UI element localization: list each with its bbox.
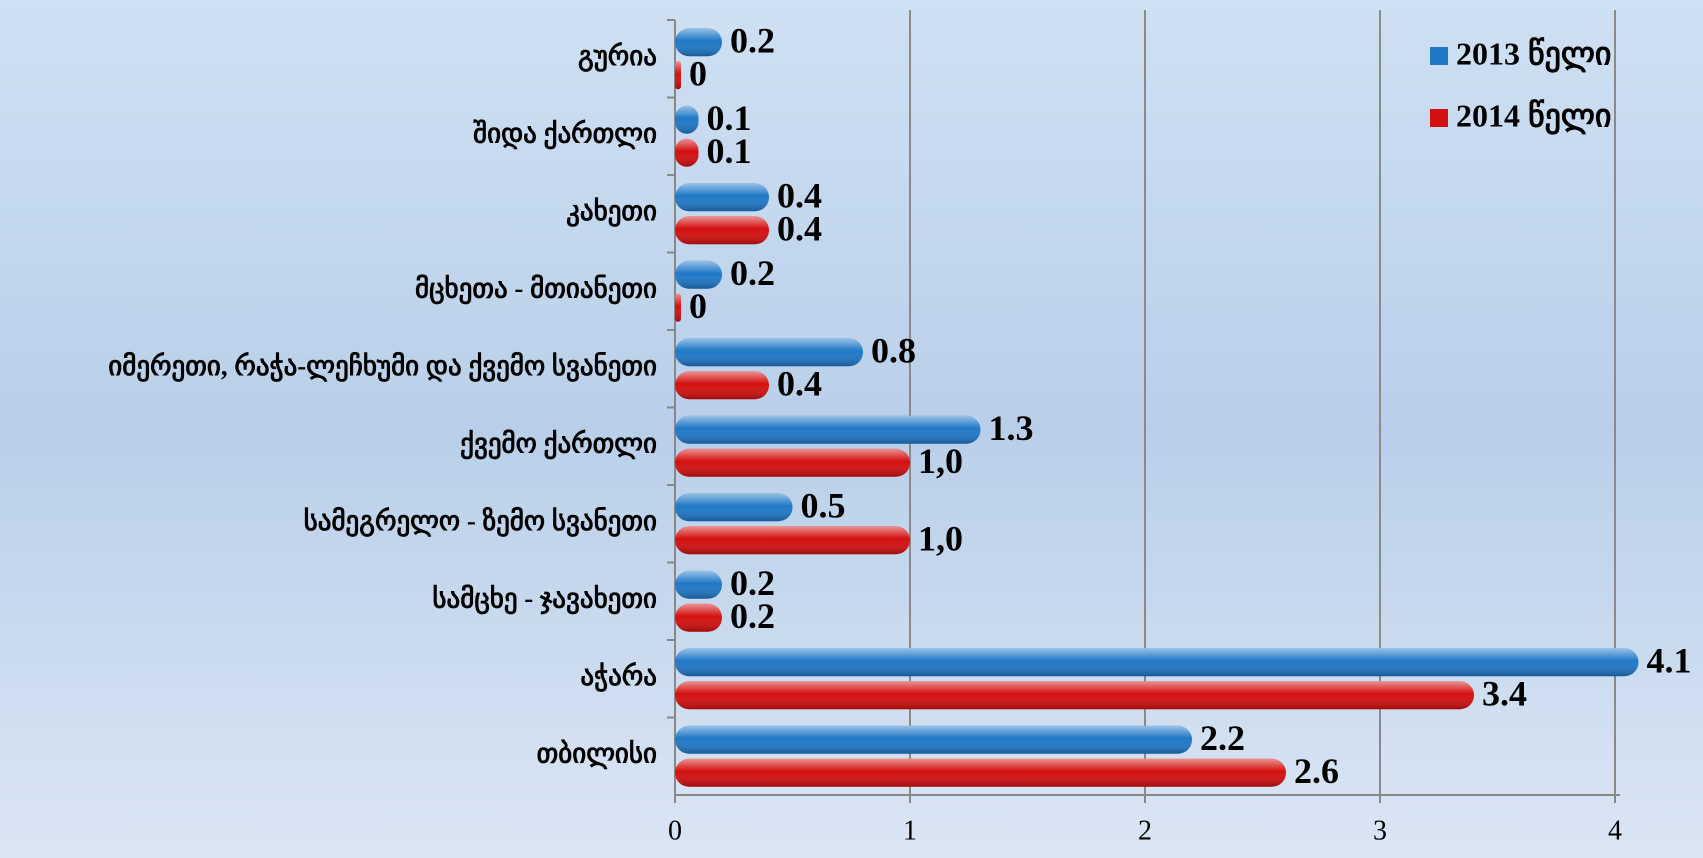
x-tick-label: 3	[1373, 815, 1387, 846]
y-tick-label: თბილისი	[537, 738, 657, 769]
bar-shine	[675, 416, 981, 444]
bar-shine	[675, 183, 769, 211]
bar-shine	[675, 526, 910, 554]
bar-shine	[675, 371, 769, 399]
y-tick-label: გურია	[578, 41, 657, 72]
y-tick-label: კახეთი	[566, 196, 657, 227]
value-label: 2.6	[1294, 751, 1339, 791]
legend-swatch	[1430, 109, 1448, 127]
bar-shine	[675, 449, 910, 477]
chart: 01234გურია0.20შიდა ქართლი0.10.1კახეთი0.4…	[0, 0, 1703, 858]
bar-shine	[675, 604, 722, 632]
bar-shine	[675, 216, 769, 244]
value-label: 0.8	[871, 331, 916, 371]
value-label: 1.3	[989, 408, 1034, 448]
y-tick-label: სამცხე - ჯავახეთი	[432, 583, 657, 614]
x-tick-label: 0	[668, 815, 682, 846]
bar-shine	[675, 294, 681, 322]
x-tick-label: 4	[1608, 815, 1622, 846]
value-label: 3.4	[1482, 674, 1527, 714]
x-tick-label: 1	[903, 815, 917, 846]
value-label: 0.4	[777, 364, 822, 404]
value-label: 0.2	[730, 596, 775, 636]
y-tick-label: შიდა ქართლი	[473, 118, 657, 149]
y-tick-label: იმერეთი, რაჭა-ლეჩხუმი და ქვემო სვანეთი	[108, 351, 657, 382]
value-label: 0.5	[801, 486, 846, 526]
value-label: 0	[689, 286, 707, 326]
value-label: 0.2	[730, 253, 775, 293]
value-label: 0.1	[707, 131, 752, 171]
bar-shine	[675, 759, 1286, 787]
bar-shine	[675, 61, 681, 89]
legend-label: 2013 წელი	[1456, 35, 1611, 73]
bar-shine	[675, 28, 722, 56]
bar-shine	[675, 139, 699, 167]
value-label: 0	[689, 54, 707, 94]
bar-shine	[675, 338, 863, 366]
value-label: 1,0	[918, 519, 963, 559]
legend-label: 2014 წელი	[1456, 97, 1611, 135]
x-tick-label: 2	[1138, 815, 1152, 846]
bar-shine	[675, 681, 1474, 709]
bar-shine	[675, 493, 793, 521]
value-label: 2.2	[1200, 718, 1245, 758]
bar-shine	[675, 261, 722, 289]
bar-shine	[675, 106, 699, 134]
value-label: 0.2	[730, 21, 775, 61]
value-label: 1,0	[918, 441, 963, 481]
bar-shine	[675, 571, 722, 599]
bar-shine	[675, 648, 1639, 676]
value-label: 0.4	[777, 209, 822, 249]
y-tick-label: მცხეთა - მთიანეთი	[415, 273, 657, 304]
y-tick-label: სამეგრელო - ზემო სვანეთი	[304, 506, 657, 537]
bar-shine	[675, 726, 1192, 754]
y-tick-label: აჭარა	[580, 661, 657, 692]
legend-swatch	[1430, 47, 1448, 65]
value-label: 4.1	[1647, 641, 1692, 681]
y-tick-label: ქვემო ქართლი	[460, 428, 657, 459]
